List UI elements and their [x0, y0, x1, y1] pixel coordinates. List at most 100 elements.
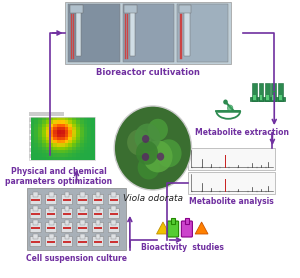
Polygon shape [72, 130, 76, 133]
Bar [177, 4, 228, 62]
Polygon shape [31, 140, 34, 143]
Bar [49, 234, 53, 239]
Polygon shape [61, 143, 64, 147]
Bar [94, 213, 102, 215]
Text: Metabolite extraction: Metabolite extraction [195, 128, 289, 137]
Polygon shape [34, 137, 38, 140]
Bar [63, 199, 71, 201]
Polygon shape [91, 120, 95, 124]
Bar [76, 8, 81, 56]
Polygon shape [61, 147, 64, 150]
Polygon shape [91, 143, 95, 147]
Circle shape [157, 153, 164, 161]
Polygon shape [34, 147, 38, 150]
Polygon shape [72, 127, 76, 130]
Bar [272, 83, 276, 101]
Polygon shape [31, 124, 34, 127]
Polygon shape [53, 153, 57, 157]
Bar [272, 95, 275, 100]
Polygon shape [91, 137, 95, 140]
FancyBboxPatch shape [30, 222, 41, 232]
Polygon shape [38, 130, 42, 133]
Polygon shape [42, 147, 46, 150]
Polygon shape [87, 140, 91, 143]
FancyBboxPatch shape [77, 195, 88, 205]
Polygon shape [157, 222, 169, 234]
Polygon shape [72, 150, 76, 153]
Polygon shape [42, 150, 46, 153]
Polygon shape [64, 130, 68, 133]
Polygon shape [91, 124, 95, 127]
Polygon shape [57, 117, 61, 120]
Circle shape [142, 153, 149, 161]
Polygon shape [42, 137, 46, 140]
Polygon shape [46, 117, 50, 120]
Polygon shape [76, 147, 80, 150]
Bar [94, 199, 102, 201]
FancyBboxPatch shape [182, 221, 192, 237]
Polygon shape [31, 120, 34, 124]
Polygon shape [68, 153, 72, 157]
Polygon shape [91, 127, 95, 130]
Polygon shape [87, 133, 91, 137]
Bar [70, 5, 83, 13]
Polygon shape [57, 157, 61, 160]
Polygon shape [84, 153, 87, 157]
FancyBboxPatch shape [93, 237, 104, 247]
Polygon shape [64, 150, 68, 153]
Polygon shape [72, 133, 76, 137]
Circle shape [142, 135, 149, 143]
Polygon shape [76, 140, 80, 143]
Polygon shape [68, 157, 72, 160]
Text: Cell suspension culture: Cell suspension culture [26, 254, 127, 263]
Polygon shape [68, 117, 72, 120]
Polygon shape [87, 124, 91, 127]
FancyBboxPatch shape [108, 195, 119, 205]
Polygon shape [50, 133, 53, 137]
Polygon shape [42, 117, 46, 120]
Polygon shape [87, 143, 91, 147]
Polygon shape [61, 133, 64, 137]
Bar [253, 95, 256, 100]
Bar [96, 220, 100, 225]
Polygon shape [72, 117, 76, 120]
Bar [110, 241, 118, 243]
Polygon shape [68, 124, 72, 127]
Bar [33, 234, 38, 239]
Bar [47, 227, 56, 229]
Polygon shape [84, 137, 87, 140]
Polygon shape [50, 153, 53, 157]
Polygon shape [38, 124, 42, 127]
Bar [33, 192, 38, 197]
Polygon shape [50, 157, 53, 160]
Bar [112, 220, 116, 225]
Polygon shape [42, 157, 46, 160]
Polygon shape [42, 130, 46, 133]
Bar [94, 227, 102, 229]
Polygon shape [68, 130, 72, 133]
Polygon shape [46, 147, 50, 150]
Polygon shape [84, 150, 87, 153]
Polygon shape [53, 157, 57, 160]
Polygon shape [53, 127, 57, 130]
FancyBboxPatch shape [93, 195, 104, 205]
Bar [259, 83, 263, 101]
Bar [47, 241, 56, 243]
FancyBboxPatch shape [108, 208, 119, 219]
Bar [96, 192, 100, 197]
Bar [27, 188, 126, 250]
Bar [110, 213, 118, 215]
Polygon shape [68, 120, 72, 124]
Polygon shape [76, 127, 80, 130]
Polygon shape [42, 153, 46, 157]
Bar [49, 206, 53, 211]
Polygon shape [80, 130, 84, 133]
Polygon shape [38, 133, 42, 137]
Polygon shape [53, 124, 57, 127]
Polygon shape [80, 147, 84, 150]
Polygon shape [57, 143, 61, 147]
Polygon shape [31, 153, 34, 157]
Polygon shape [57, 124, 61, 127]
Bar [63, 213, 71, 215]
Polygon shape [50, 140, 53, 143]
